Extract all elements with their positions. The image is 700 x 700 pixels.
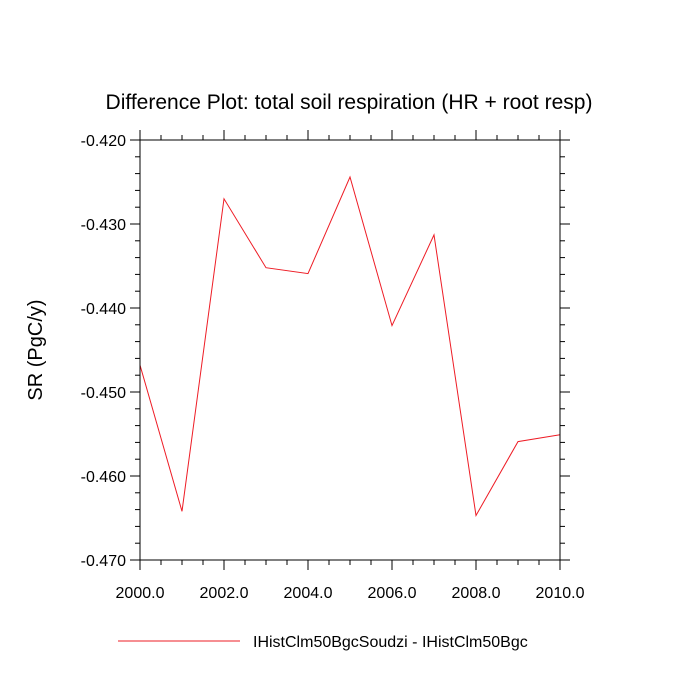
x-tick-label: 2002.0 bbox=[200, 585, 249, 602]
series-layer bbox=[139, 175, 561, 518]
y-tick-label: -0.460 bbox=[81, 469, 126, 486]
chart-title: Difference Plot: total soil respiration … bbox=[106, 91, 593, 114]
x-tick-label: 2010.0 bbox=[536, 585, 585, 602]
tick-labels: 2000.0 2002.0 2004.0 2006.0 2008.0 2010.0 -0.4… bbox=[81, 133, 585, 602]
axis-ticks bbox=[130, 130, 570, 570]
y-tick-label: -0.420 bbox=[81, 133, 126, 150]
series-line bbox=[139, 175, 561, 518]
y-tick-label: -0.440 bbox=[81, 301, 126, 318]
legend-label: IHistClm50BgcSoudzi - IHistClm50Bgc bbox=[253, 634, 528, 651]
plot-frame bbox=[139, 139, 561, 561]
y-tick-label: -0.430 bbox=[81, 217, 126, 234]
x-tick-label: 2008.0 bbox=[452, 585, 501, 602]
x-tick-label: 2006.0 bbox=[368, 585, 417, 602]
y-axis-label: SR (PgC/y) bbox=[25, 299, 47, 400]
y-tick-label: -0.470 bbox=[81, 553, 126, 570]
x-tick-label: 2004.0 bbox=[284, 585, 333, 602]
legend: IHistClm50BgcSoudzi - IHistClm50Bgc bbox=[118, 634, 528, 651]
y-tick-label: -0.450 bbox=[81, 385, 126, 402]
x-tick-label: 2000.0 bbox=[116, 585, 165, 602]
